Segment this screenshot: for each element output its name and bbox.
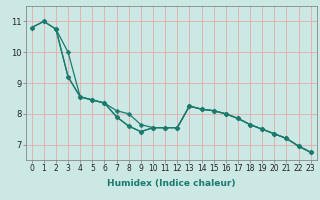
X-axis label: Humidex (Indice chaleur): Humidex (Indice chaleur) <box>107 179 236 188</box>
